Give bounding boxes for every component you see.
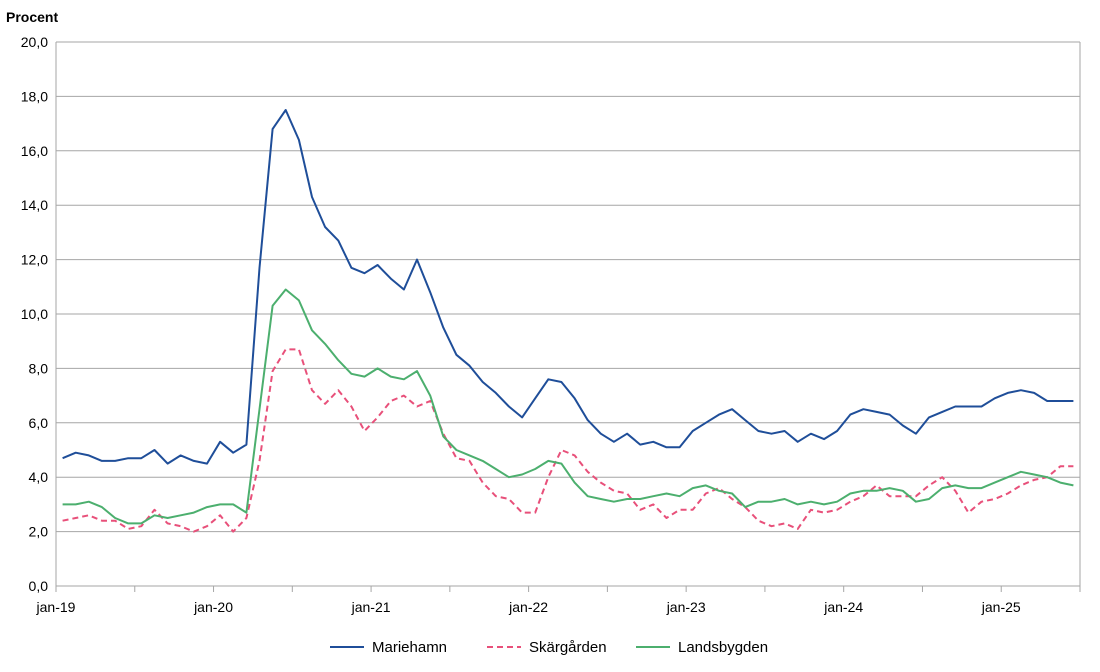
x-tick-label: jan-23 bbox=[666, 599, 706, 615]
legend-label: Mariehamn bbox=[372, 639, 447, 656]
y-tick-label: 14,0 bbox=[21, 197, 48, 213]
legend-label: Skärgården bbox=[529, 639, 607, 656]
y-tick-label: 6,0 bbox=[29, 415, 49, 431]
y-tick-label: 8,0 bbox=[29, 360, 49, 376]
y-tick-label: 4,0 bbox=[29, 469, 49, 485]
series-line-mariehamn bbox=[62, 109, 1074, 465]
x-tick-label: jan-22 bbox=[508, 599, 548, 615]
x-tick-label: jan-20 bbox=[193, 599, 233, 615]
series-line-landsbygden bbox=[62, 288, 1074, 525]
gridlines bbox=[56, 41, 1080, 533]
y-tick-label: 2,0 bbox=[29, 524, 49, 540]
legend: Mariehamn Skärgården Landsbygden bbox=[330, 639, 768, 656]
x-tick-label: jan-24 bbox=[823, 599, 863, 615]
x-tick-label: jan-25 bbox=[981, 599, 1021, 615]
legend-label: Landsbygden bbox=[678, 639, 768, 656]
y-tick-label: 18,0 bbox=[21, 88, 48, 104]
y-tick-label: 20,0 bbox=[21, 34, 48, 50]
x-tick-label: jan-19 bbox=[36, 599, 76, 615]
y-axis-label: Procent bbox=[6, 9, 58, 25]
y-tick-label: 16,0 bbox=[21, 143, 48, 159]
series-lines bbox=[62, 109, 1074, 533]
series-line-skärgården bbox=[62, 348, 1074, 533]
y-tick-label: 12,0 bbox=[21, 252, 48, 268]
y-tick-label: 0,0 bbox=[29, 578, 49, 594]
x-tick-label: jan-21 bbox=[351, 599, 391, 615]
y-tick-labels: 0,0 2,0 4,0 6,0 8,0 10,0 12,0 14,0 16,0 18,0 20,0 bbox=[21, 34, 48, 594]
x-axis: jan-19 jan-20 jan-21 jan-22 jan-23 jan-24 jan-… bbox=[36, 42, 1081, 615]
y-tick-label: 10,0 bbox=[21, 306, 48, 322]
